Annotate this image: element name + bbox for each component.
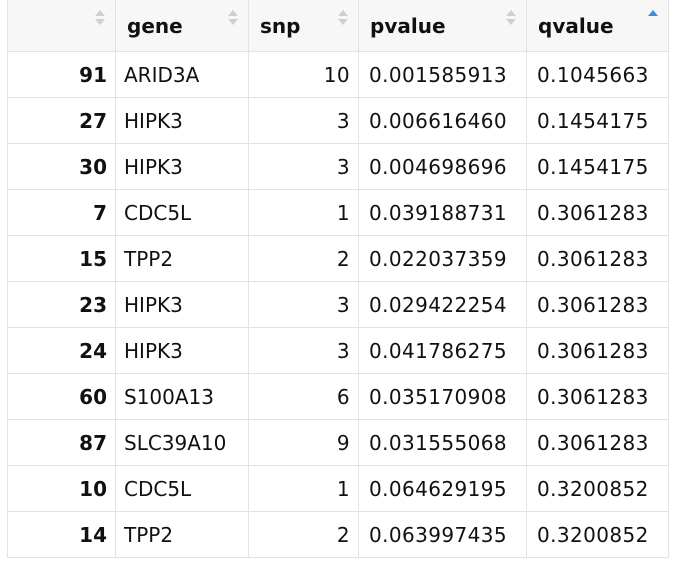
column-header-qvalue[interactable]: qvalue <box>526 0 669 52</box>
table-body: 91 ARID3A 10 0.001585913 0.1045663 27 HIPK3 3 0.… <box>7 51 669 558</box>
cell-snp: 10 <box>248 51 359 98</box>
cell-pvalue: 0.064629195 <box>358 465 527 512</box>
column-header-label: qvalue <box>538 13 614 38</box>
cell-rowname: 60 <box>7 373 116 420</box>
table-row: 23 HIPK3 3 0.029422254 0.3061283 <box>7 281 669 328</box>
table-row: 7 CDC5L 1 0.039188731 0.3061283 <box>7 189 669 236</box>
cell-gene: HIPK3 <box>115 281 249 328</box>
cell-qvalue: 0.3061283 <box>526 373 669 420</box>
cell-gene: TPP2 <box>115 511 249 558</box>
cell-rowname: 15 <box>7 235 116 282</box>
cell-gene: HIPK3 <box>115 97 249 144</box>
table-row: 15 TPP2 2 0.022037359 0.3061283 <box>7 235 669 282</box>
cell-pvalue: 0.031555068 <box>358 419 527 466</box>
data-table: gene snp pvalue qvalue 91 ARID3A 10 0.00158591… <box>7 0 669 558</box>
cell-qvalue: 0.1454175 <box>526 143 669 190</box>
cell-rowname: 23 <box>7 281 116 328</box>
cell-pvalue: 0.022037359 <box>358 235 527 282</box>
cell-qvalue: 0.3061283 <box>526 281 669 328</box>
cell-gene: CDC5L <box>115 189 249 236</box>
cell-qvalue: 0.3200852 <box>526 511 669 558</box>
table-row: 10 CDC5L 1 0.064629195 0.3200852 <box>7 465 669 512</box>
cell-pvalue: 0.001585913 <box>358 51 527 98</box>
cell-qvalue: 0.3200852 <box>526 465 669 512</box>
header-row: gene snp pvalue qvalue <box>7 0 669 52</box>
table-row: 87 SLC39A10 9 0.031555068 0.3061283 <box>7 419 669 466</box>
cell-pvalue: 0.006616460 <box>358 97 527 144</box>
table-header: gene snp pvalue qvalue <box>7 0 669 52</box>
cell-gene: TPP2 <box>115 235 249 282</box>
cell-pvalue: 0.029422254 <box>358 281 527 328</box>
cell-qvalue: 0.1454175 <box>526 97 669 144</box>
table-row: 27 HIPK3 3 0.006616460 0.1454175 <box>7 97 669 144</box>
cell-rowname: 87 <box>7 419 116 466</box>
cell-gene: SLC39A10 <box>115 419 249 466</box>
cell-qvalue: 0.1045663 <box>526 51 669 98</box>
sort-icon[interactable] <box>506 10 516 26</box>
cell-snp: 3 <box>248 97 359 144</box>
cell-snp: 3 <box>248 327 359 374</box>
cell-snp: 9 <box>248 419 359 466</box>
cell-pvalue: 0.035170908 <box>358 373 527 420</box>
cell-qvalue: 0.3061283 <box>526 419 669 466</box>
cell-pvalue: 0.039188731 <box>358 189 527 236</box>
cell-snp: 2 <box>248 511 359 558</box>
column-header-rowname[interactable] <box>7 0 116 52</box>
cell-rowname: 27 <box>7 97 116 144</box>
table-row: 14 TPP2 2 0.063997435 0.3200852 <box>7 511 669 558</box>
column-header-label: pvalue <box>370 13 446 38</box>
cell-gene: HIPK3 <box>115 143 249 190</box>
sort-ascending-icon[interactable] <box>648 10 658 26</box>
table-row: 91 ARID3A 10 0.001585913 0.1045663 <box>7 51 669 98</box>
cell-pvalue: 0.004698696 <box>358 143 527 190</box>
column-header-gene[interactable]: gene <box>115 0 249 52</box>
cell-pvalue: 0.063997435 <box>358 511 527 558</box>
cell-snp: 1 <box>248 189 359 236</box>
cell-qvalue: 0.3061283 <box>526 327 669 374</box>
cell-rowname: 10 <box>7 465 116 512</box>
table-row: 60 S100A13 6 0.035170908 0.3061283 <box>7 373 669 420</box>
column-header-label: snp <box>260 13 301 38</box>
sort-icon[interactable] <box>338 10 348 26</box>
cell-rowname: 14 <box>7 511 116 558</box>
cell-qvalue: 0.3061283 <box>526 189 669 236</box>
cell-pvalue: 0.041786275 <box>358 327 527 374</box>
cell-snp: 6 <box>248 373 359 420</box>
sort-icon[interactable] <box>228 10 238 26</box>
cell-snp: 1 <box>248 465 359 512</box>
cell-snp: 2 <box>248 235 359 282</box>
cell-rowname: 24 <box>7 327 116 374</box>
cell-rowname: 7 <box>7 189 116 236</box>
cell-gene: HIPK3 <box>115 327 249 374</box>
table-row: 24 HIPK3 3 0.041786275 0.3061283 <box>7 327 669 374</box>
cell-qvalue: 0.3061283 <box>526 235 669 282</box>
cell-rowname: 30 <box>7 143 116 190</box>
cell-snp: 3 <box>248 281 359 328</box>
cell-gene: S100A13 <box>115 373 249 420</box>
column-header-snp[interactable]: snp <box>248 0 359 52</box>
sort-icon[interactable] <box>95 10 105 26</box>
table-row: 30 HIPK3 3 0.004698696 0.1454175 <box>7 143 669 190</box>
cell-snp: 3 <box>248 143 359 190</box>
column-header-label: gene <box>127 13 183 38</box>
cell-gene: ARID3A <box>115 51 249 98</box>
cell-gene: CDC5L <box>115 465 249 512</box>
cell-rowname: 91 <box>7 51 116 98</box>
column-header-pvalue[interactable]: pvalue <box>358 0 527 52</box>
